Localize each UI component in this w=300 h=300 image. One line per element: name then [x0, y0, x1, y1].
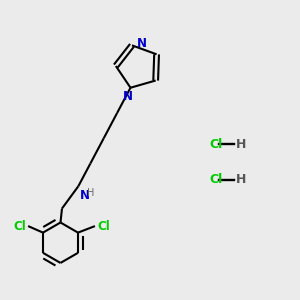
- Text: H: H: [236, 138, 246, 151]
- Text: Cl: Cl: [209, 138, 223, 151]
- Text: Cl: Cl: [209, 173, 223, 186]
- Text: Cl: Cl: [13, 220, 26, 232]
- Text: N: N: [122, 90, 133, 103]
- Text: N: N: [137, 38, 147, 50]
- Text: H: H: [87, 188, 94, 198]
- Text: N: N: [80, 189, 90, 202]
- Text: Cl: Cl: [97, 220, 110, 232]
- Text: H: H: [236, 173, 246, 186]
